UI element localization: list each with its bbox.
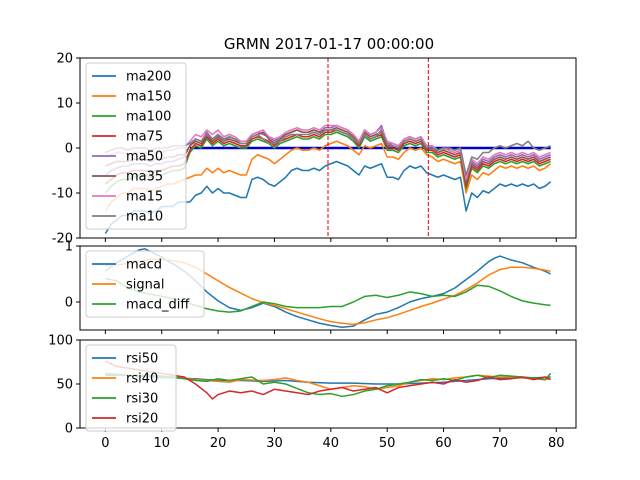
legend-label: rsi30: [126, 392, 158, 407]
y-tick-label: 0: [65, 296, 73, 311]
legend-label: rsi20: [126, 412, 158, 427]
x-tick-label: 0: [101, 436, 109, 451]
x-tick-label: 50: [379, 436, 396, 451]
y-tick-label: 0: [65, 142, 73, 157]
y-tick-label: 20: [56, 52, 73, 67]
legend-label: rsi50: [126, 352, 158, 367]
legend: rsi50 rsi40 rsi30 rsi20: [86, 345, 176, 431]
y-tick-label: -10: [52, 187, 73, 202]
legend: macd signal macd_diff: [86, 251, 204, 317]
legend-label: macd_diff: [126, 298, 190, 313]
legend: ma200 ma150 ma100 ma75 ma50 ma35 ma15 ma10: [86, 63, 186, 229]
legend-label: macd: [126, 258, 162, 273]
chart-title: GRMN 2017-01-17 00:00:00: [224, 35, 434, 53]
legend-label: ma200: [126, 70, 171, 85]
legend-label: ma150: [126, 90, 171, 105]
legend-label: ma15: [126, 190, 163, 205]
y-tick-label: 10: [56, 97, 73, 112]
y-tick-label: 1: [65, 240, 73, 255]
y-tick-label: 50: [56, 378, 73, 393]
x-tick-label: 30: [266, 436, 283, 451]
legend-label: ma75: [126, 130, 163, 145]
y-tick-label: 0: [65, 422, 73, 437]
x-tick-label: 40: [323, 436, 340, 451]
y-tick-label: 100: [48, 334, 73, 349]
legend-label: ma35: [126, 170, 163, 185]
x-tick-label: 10: [153, 436, 170, 451]
x-tick-label: 60: [435, 436, 452, 451]
legend-label: ma10: [126, 210, 163, 225]
legend-label: signal: [126, 278, 164, 293]
legend-label: ma100: [126, 110, 171, 125]
x-tick-label: 80: [548, 436, 565, 451]
x-tick-label: 20: [210, 436, 227, 451]
x-tick-label: 70: [492, 436, 509, 451]
legend-label: ma50: [126, 150, 163, 165]
legend-label: rsi40: [126, 372, 158, 387]
price-ma-panel: -20-1001020ma200ma150ma100ma75ma50ma35ma…: [52, 52, 576, 247]
macd-panel: 0 1 macd signal macd_diff: [65, 240, 576, 335]
